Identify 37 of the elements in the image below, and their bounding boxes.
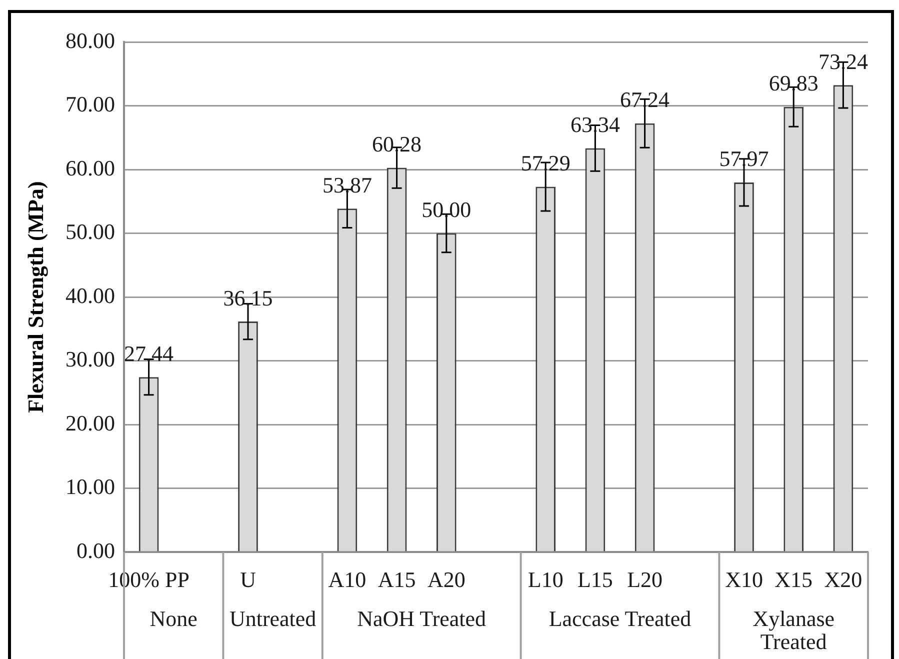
data-label: 36.15 xyxy=(223,285,273,310)
x-tick-label: X20 xyxy=(824,566,862,592)
x-tick-label: A15 xyxy=(378,566,416,592)
data-label: 57.29 xyxy=(520,150,570,176)
data-label: 60.28 xyxy=(372,131,422,156)
data-label: 63.34 xyxy=(570,112,620,137)
data-label: 67.24 xyxy=(620,87,670,112)
y-tick-label: 30.00 xyxy=(66,346,115,372)
data-label: 50.00 xyxy=(422,197,472,222)
y-tick-label: 80.00 xyxy=(66,28,115,53)
text: Xylanase Treated xyxy=(752,606,835,654)
data-label: 53.87 xyxy=(322,172,372,198)
x-tick-label: L10 xyxy=(528,566,564,592)
y-tick-label: 0.00 xyxy=(76,538,115,563)
data-label: 57.97 xyxy=(719,146,769,172)
x-tick-label: L20 xyxy=(627,566,663,592)
x-tick-label: A20 xyxy=(427,566,466,592)
data-label: 27.44 xyxy=(124,340,174,366)
y-tick-label: 40.00 xyxy=(66,282,115,308)
y-tick-label: 20.00 xyxy=(66,410,115,436)
x-tick-label: A10 xyxy=(328,566,366,592)
x-tick-label: U xyxy=(240,566,256,592)
y-tick-label: 50.00 xyxy=(66,219,115,244)
x-tick-label: X10 xyxy=(725,566,763,592)
x-tick-label: 100% PP xyxy=(108,566,190,592)
x-tick-label: X15 xyxy=(774,566,813,592)
data-label: 69.83 xyxy=(768,70,818,96)
data-label: 73.24 xyxy=(818,48,868,74)
text: Laccase Treated xyxy=(548,606,692,631)
text: Untreated xyxy=(229,606,316,631)
y-tick-label: 70.00 xyxy=(66,92,115,117)
y-tick-label: 60.00 xyxy=(66,155,115,180)
x-tick-label: L15 xyxy=(577,566,613,592)
y-tick-label: 10.00 xyxy=(66,474,115,500)
text: NaOH Treated xyxy=(357,606,486,631)
y-axis-title: Flexural Strength (MPa) xyxy=(22,181,48,413)
text: None xyxy=(150,606,198,631)
